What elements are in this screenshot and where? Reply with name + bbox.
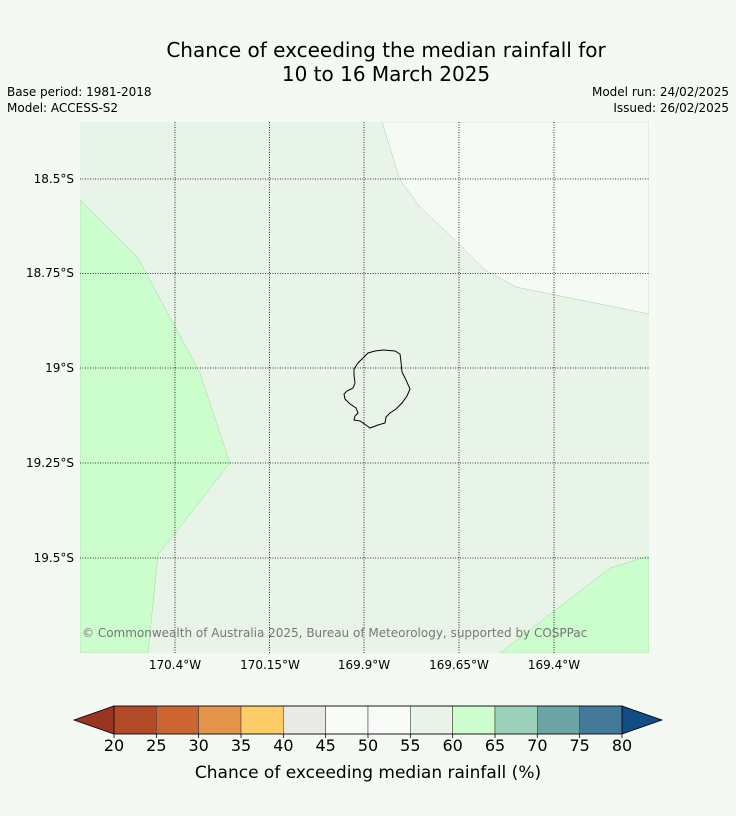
map-title-line1: Chance of exceeding the median rainfall … [166,38,606,62]
colorbar-tick-label: 50 [358,736,378,755]
colorbar-tick-label: 65 [485,736,505,755]
colorbar-under-arrow [72,705,115,735]
gridlines [80,122,649,653]
map-title-line2: 10 to 16 March 2025 [281,62,491,86]
longitude-labels: 170.4°W 170.15°W 169.9°W 169.65°W 169.4°… [149,658,580,672]
colorbar-segment-25-30 [156,705,199,735]
lon-label-169-9: 169.9°W [338,658,390,672]
region-60-65-southeast [499,555,649,653]
colorbar-tick-label: 30 [188,736,208,755]
colorbar-tick-label: 80 [612,736,632,755]
colorbar-segment-45-50 [325,705,369,735]
colorbar-tick-labels: 20 25 30 35 40 45 50 55 60 65 70 75 80 [104,734,632,755]
lon-label-170-15: 170.15°W [240,658,300,672]
island-coastline [343,349,411,429]
colorbar-tick-label: 25 [146,736,166,755]
colorbar-segment-50-55 [367,705,411,735]
colorbar-segment-55-60 [410,705,453,735]
model-text: Model: ACCESS-S2 [7,101,119,115]
colorbar-tick-label: 70 [527,736,547,755]
colorbar-title: Chance of exceeding median rainfall (%) [195,763,541,783]
colorbar-tick-label: 45 [315,736,335,755]
meta-right: Model run: 24/02/2025 Issued: 26/02/2025 [592,84,729,116]
base-period-text: Base period: 1981-2018 [7,85,152,99]
colorbar [72,705,664,735]
colorbar-tick-label: 60 [442,736,462,755]
lon-label-170-4: 170.4°W [149,658,201,672]
lat-label-19-5: 19.5°S [34,551,74,565]
colorbar-tick-label: 35 [231,736,251,755]
map-panel: © Commonwealth of Australia 2025, Bureau… [80,122,649,653]
colorbar-tick-label: 40 [273,736,293,755]
colorbar-segment-60-65 [452,705,496,735]
colorbar-tick-label: 20 [104,736,124,755]
region-60-65-west [80,199,231,653]
colorbar-tick-label: 75 [569,736,589,755]
region-50-55 [381,122,649,315]
lat-label-19-25: 19.25°S [26,456,74,470]
lat-label-19: 19°S [45,361,74,375]
copyright-text: © Commonwealth of Australia 2025, Bureau… [82,626,587,640]
colorbar-segment-65-70 [494,705,538,735]
lat-label-18-5: 18.5°S [34,172,74,186]
colorbar-segment-40-45 [283,705,326,735]
latitude-labels: 18.5°S 18.75°S 19°S 19.25°S 19.5°S [26,172,74,565]
colorbar-segment-20-25 [113,705,157,735]
model-run-text: Model run: 24/02/2025 [591,85,729,99]
issued-text: Issued: 26/02/2025 [613,101,729,115]
colorbar-tick-label: 55 [400,736,420,755]
lon-label-169-65: 169.65°W [429,658,489,672]
map-title: Chance of exceeding the median rainfall … [0,38,736,86]
colorbar-segment-75-80 [579,705,623,735]
colorbar-over-arrow [621,705,664,735]
colorbar-segment-70-75 [537,705,580,735]
colorbar-segment-30-35 [198,705,242,735]
colorbar-segment-35-40 [240,705,284,735]
meta-left: Base period: 1981-2018 Model: ACCESS-S2 [7,84,152,116]
lon-label-169-4: 169.4°W [528,658,580,672]
lat-label-18-75: 18.75°S [26,266,74,280]
